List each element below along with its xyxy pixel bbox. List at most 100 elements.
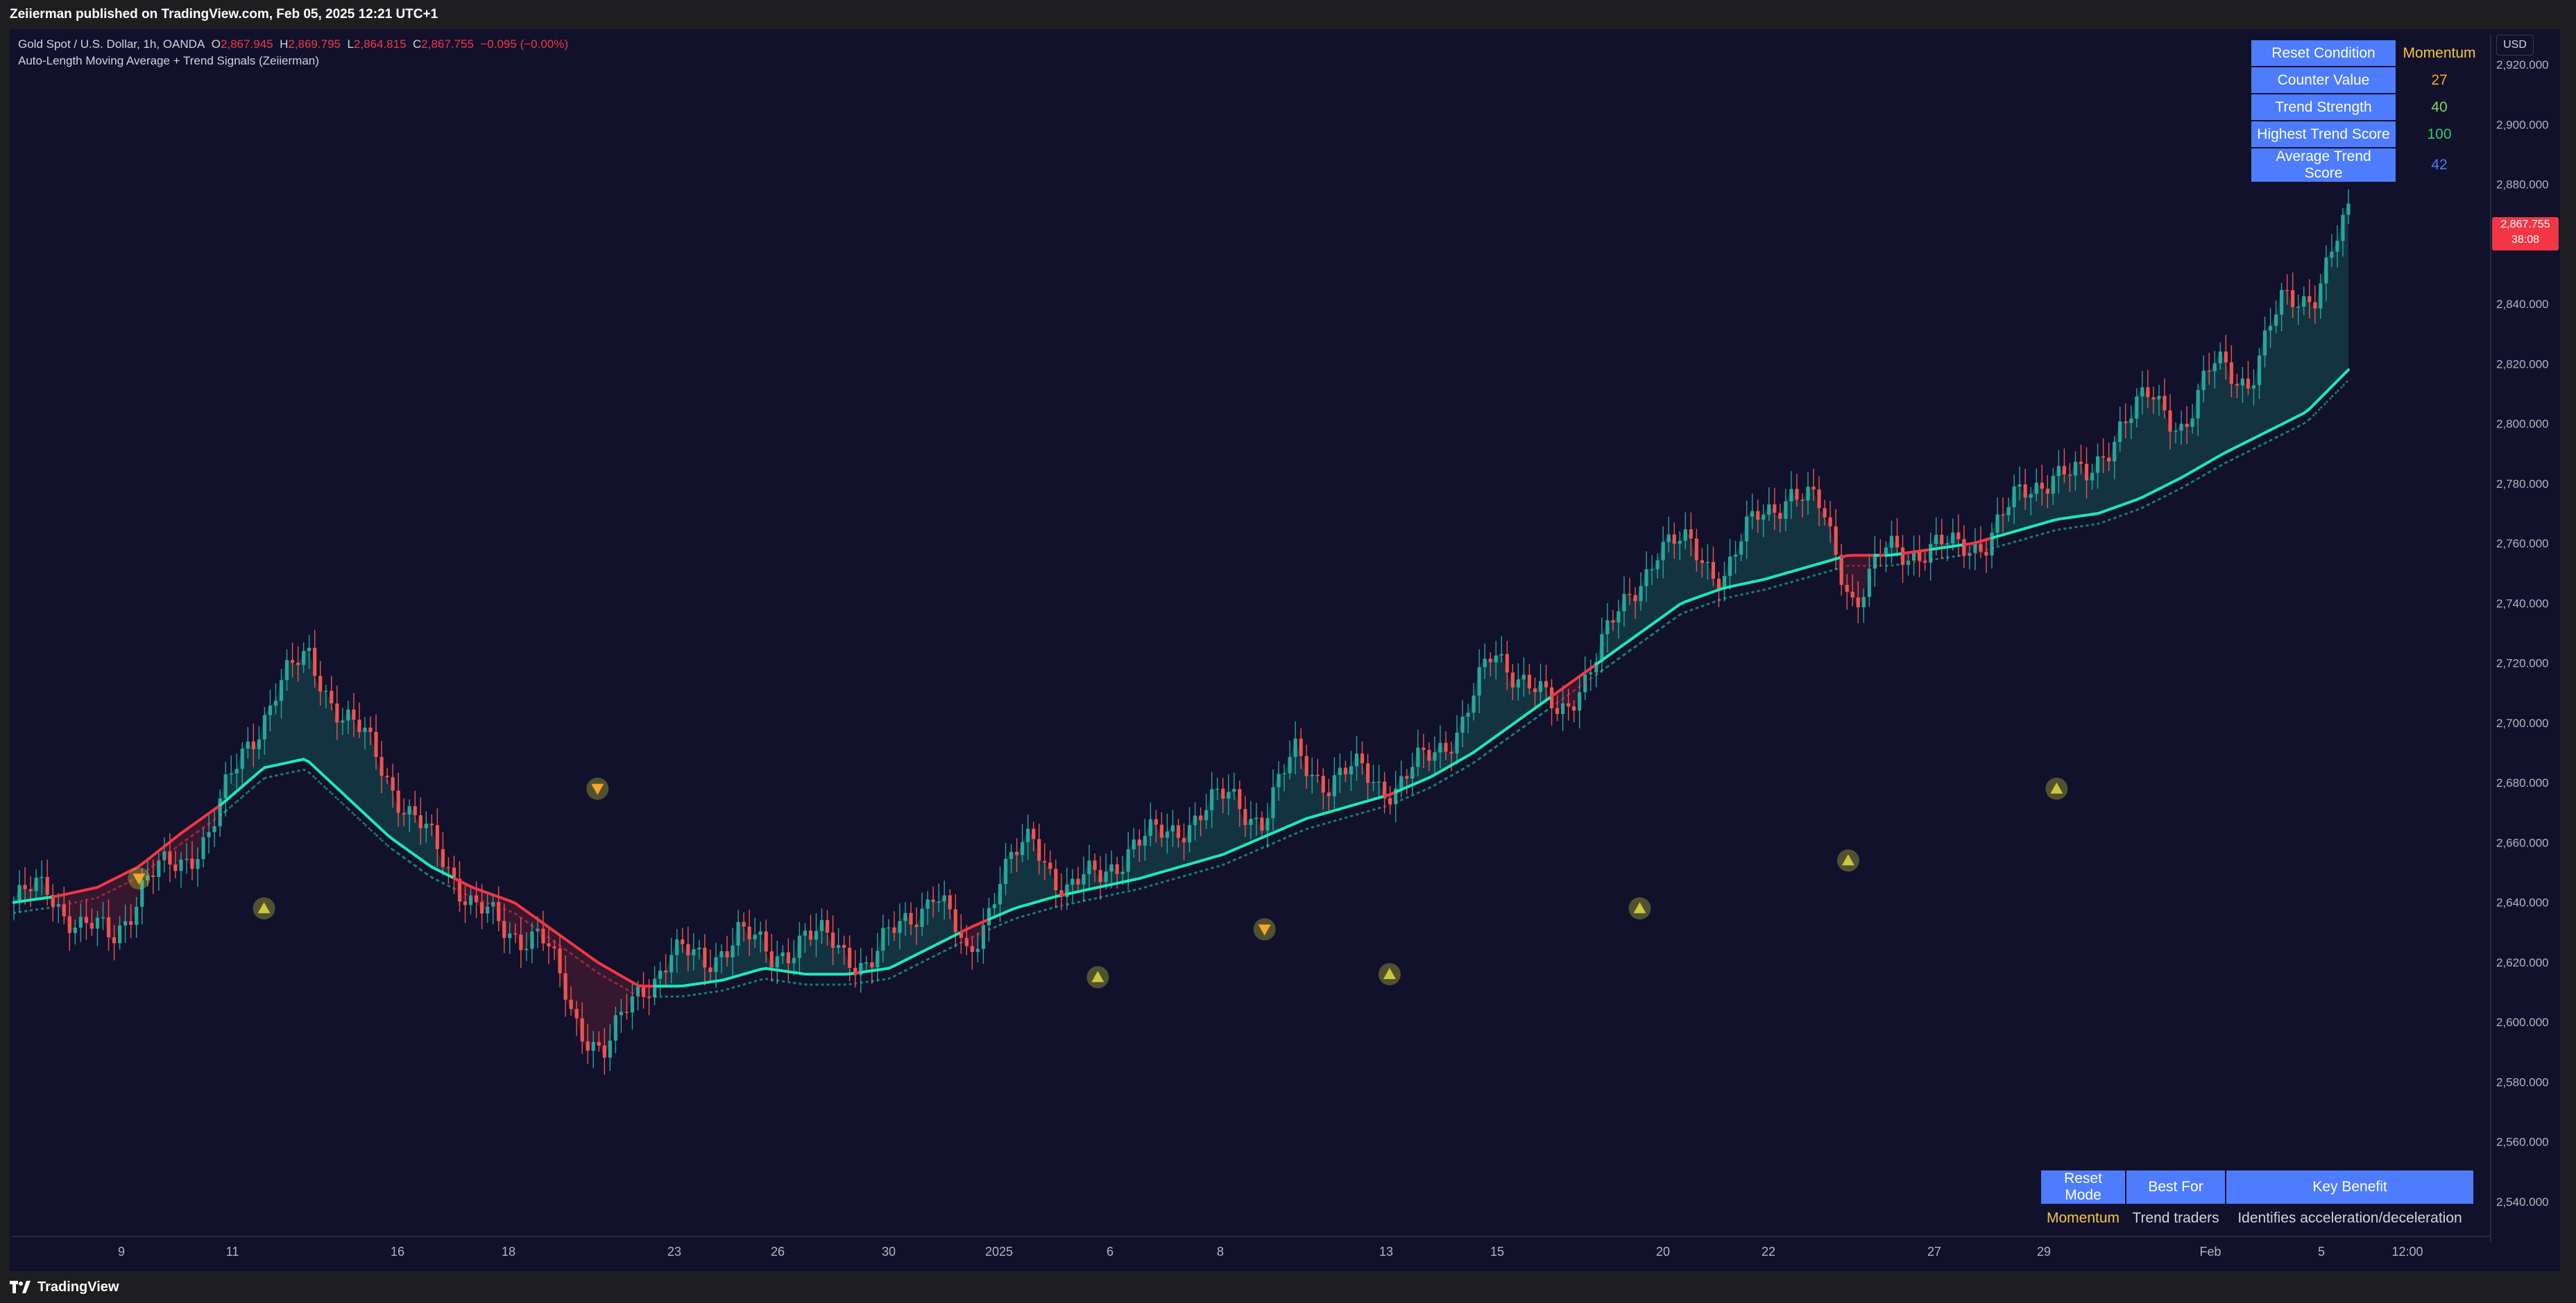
chart-frame[interactable] xyxy=(10,29,2560,1271)
ma-band-segment xyxy=(1712,599,1720,604)
trend-fill-segment xyxy=(610,969,616,1041)
ma-band-segment xyxy=(905,966,912,972)
candle-body xyxy=(1048,862,1052,869)
candle-body xyxy=(1187,825,1192,843)
ma-band-segment xyxy=(442,882,450,887)
ma-band-segment xyxy=(2164,493,2171,497)
ma-band-segment xyxy=(214,815,221,821)
candle-body xyxy=(1722,576,1727,590)
ma-band-segment xyxy=(2169,490,2176,495)
ma-band-segment xyxy=(2013,539,2020,543)
trend-fill-segment xyxy=(2119,421,2126,506)
ma-band-segment xyxy=(2186,481,2193,486)
ma-band-segment xyxy=(347,808,355,815)
candle-body xyxy=(2346,203,2351,215)
ma-band-segment xyxy=(287,771,293,774)
ma-band-segment xyxy=(1011,917,1018,921)
trend-fill-segment xyxy=(248,741,254,782)
candle-body xyxy=(157,860,161,878)
trend-fill-segment xyxy=(1691,538,1697,600)
tradingview-logo[interactable]: TradingView xyxy=(10,1279,119,1295)
candle-body xyxy=(675,939,679,955)
indicator-name[interactable]: Auto-Length Moving Average + Trend Signa… xyxy=(18,54,319,67)
candle-body xyxy=(2274,314,2278,326)
trend-fill-segment xyxy=(1306,774,1313,819)
candle-body xyxy=(1221,788,1225,799)
candle-body xyxy=(2051,475,2055,494)
signal-up-icon xyxy=(1841,854,1854,866)
ma-band-segment xyxy=(2258,442,2266,448)
ma-band-segment xyxy=(1528,717,1536,724)
ma-band-segment xyxy=(253,781,260,788)
candle-body xyxy=(1745,516,1749,542)
trend-fill-segment xyxy=(1373,781,1379,800)
ma-band-segment xyxy=(949,944,956,949)
ma-band-segment xyxy=(1195,870,1202,874)
ma-band-segment xyxy=(191,831,198,837)
candle-body xyxy=(89,923,94,929)
ma-band-segment xyxy=(2136,506,2143,511)
trend-fill-segment xyxy=(191,821,198,869)
ma-band-segment xyxy=(1245,851,1252,857)
symbol-name[interactable]: Gold Spot / U.S. Dollar, 1h, OANDA xyxy=(18,37,205,51)
ma-band-segment xyxy=(1473,758,1481,764)
candle-body xyxy=(1021,842,1025,855)
candle-body xyxy=(207,832,211,837)
ma-band-segment xyxy=(1027,912,1034,917)
trend-fill-segment xyxy=(1222,792,1229,855)
trend-fill-segment xyxy=(1279,773,1285,831)
trend-fill-segment xyxy=(1802,486,1808,569)
ma-band-segment xyxy=(258,777,266,783)
trend-fill-segment xyxy=(548,927,555,948)
trend-fill-segment xyxy=(599,963,605,1058)
candle-body xyxy=(1399,776,1404,789)
ma-band-segment xyxy=(1401,797,1408,801)
time-tick-label: 23 xyxy=(667,1245,681,1259)
trend-fill-segment xyxy=(1312,774,1318,817)
ma-band-segment xyxy=(1379,806,1385,810)
trend-fill-segment xyxy=(1016,842,1023,908)
candle-body xyxy=(391,777,395,791)
candle-body xyxy=(1104,871,1108,883)
stats-value: 100 xyxy=(2397,121,2482,147)
trend-fill-segment xyxy=(1696,560,1703,598)
ma-band-segment xyxy=(509,910,516,915)
time-tick-label: 26 xyxy=(771,1245,785,1259)
candle-body xyxy=(558,948,562,973)
ma-band-segment xyxy=(52,905,59,909)
trend-fill-segment xyxy=(1674,540,1680,608)
candle-body xyxy=(964,937,969,946)
trend-fill-segment xyxy=(693,947,699,985)
ma-band-segment xyxy=(1623,649,1630,656)
candle-body xyxy=(992,904,997,908)
ma-band-segment xyxy=(598,972,606,978)
candle-body xyxy=(714,957,718,972)
time-tick-label: 22 xyxy=(1762,1245,1775,1259)
ma-band-segment xyxy=(1133,887,1140,892)
trend-fill-segment xyxy=(810,930,817,975)
ma-band-segment xyxy=(157,855,165,862)
trend-fill-segment xyxy=(593,959,599,1046)
candle-body xyxy=(368,727,373,732)
price-tick-label: 2,760.000 xyxy=(2496,537,2549,550)
ma-band-segment xyxy=(1066,902,1073,906)
ma-band-segment xyxy=(592,969,600,975)
ma-band-segment xyxy=(799,982,805,986)
ma-band-segment xyxy=(704,991,711,994)
trend-fill-segment xyxy=(972,923,978,952)
currency-button[interactable]: USD xyxy=(2496,35,2534,56)
moving-average xyxy=(12,368,2350,998)
candle-body xyxy=(669,955,674,973)
candle-body xyxy=(2012,486,2016,507)
candle-body xyxy=(2040,482,2044,489)
h-label: H xyxy=(280,37,289,51)
header-best-for: Best For xyxy=(2126,1170,2226,1204)
trend-fill-segment xyxy=(325,690,332,783)
ma-band-segment xyxy=(102,891,110,896)
candle-body xyxy=(2291,290,2295,307)
candle-body xyxy=(1666,534,1671,543)
time-axis: 9 11 16 18 23 26 30 2025 6 8 13 15 20 22 27 29 Feb 5 12:00 xyxy=(118,1245,2423,1259)
ma-band-segment xyxy=(570,953,578,959)
trend-fill-segment xyxy=(2292,307,2298,419)
